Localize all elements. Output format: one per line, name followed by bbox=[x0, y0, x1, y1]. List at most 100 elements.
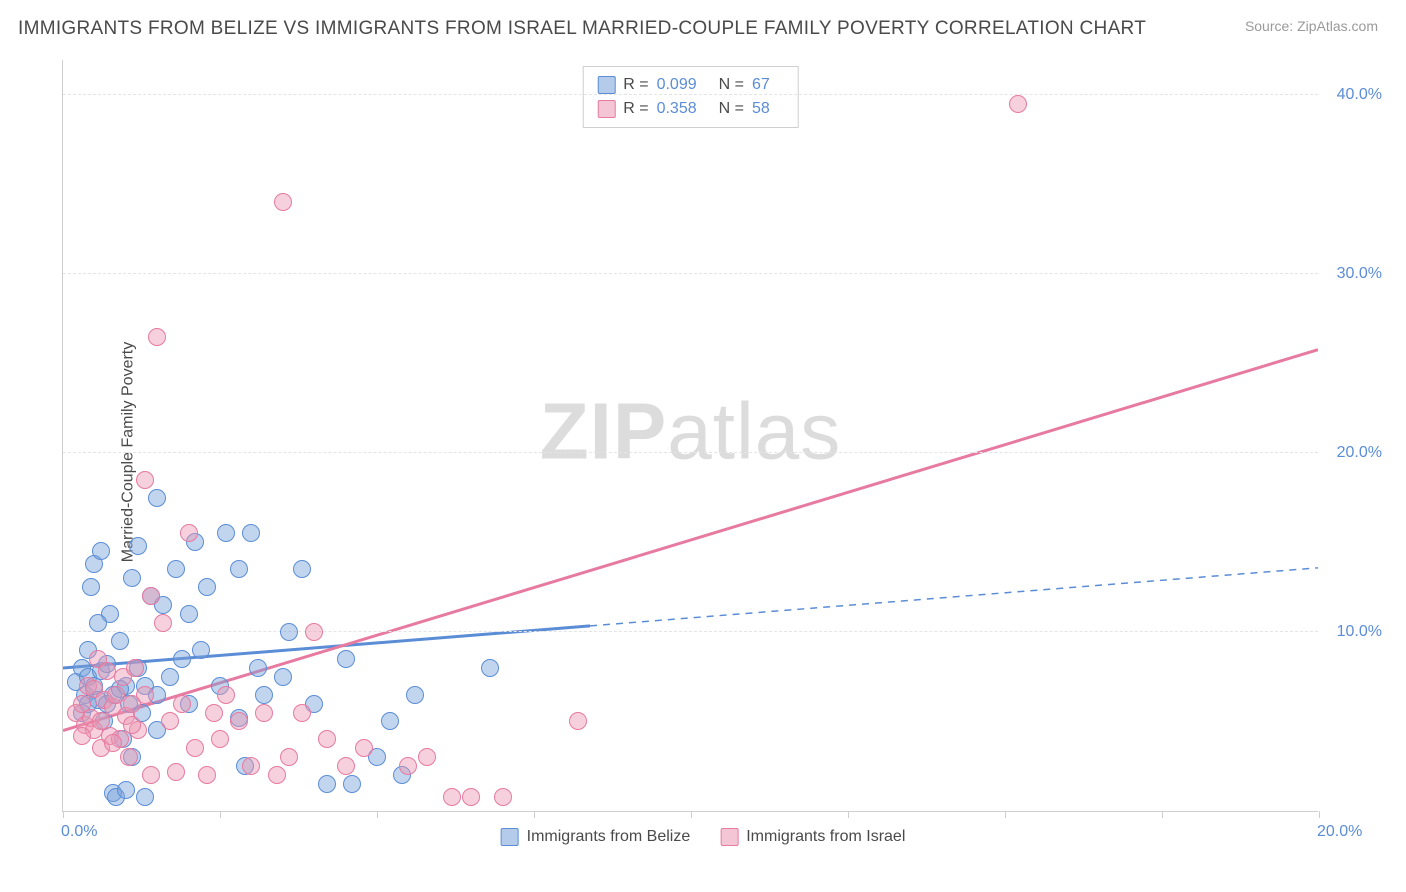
data-point bbox=[399, 757, 417, 775]
data-point bbox=[82, 578, 100, 596]
data-point bbox=[148, 328, 166, 346]
data-point bbox=[92, 542, 110, 560]
data-point bbox=[355, 739, 373, 757]
data-point bbox=[198, 578, 216, 596]
data-point bbox=[318, 775, 336, 793]
plot-area: ZIPatlas R = 0.099 N = 67 R = 0.358 N = … bbox=[62, 60, 1318, 812]
n-value-israel: 58 bbox=[752, 97, 770, 121]
data-point bbox=[142, 587, 160, 605]
data-point bbox=[268, 766, 286, 784]
x-tick-label: 20.0% bbox=[1317, 823, 1362, 841]
x-tick bbox=[534, 811, 535, 818]
data-point bbox=[167, 763, 185, 781]
trendlines-svg bbox=[63, 60, 1318, 811]
data-point bbox=[205, 704, 223, 722]
data-point bbox=[481, 659, 499, 677]
data-point bbox=[161, 668, 179, 686]
data-point bbox=[569, 712, 587, 730]
data-point bbox=[337, 650, 355, 668]
trendline-dashed bbox=[590, 568, 1318, 626]
watermark-light: atlas bbox=[667, 386, 841, 475]
data-point bbox=[462, 788, 480, 806]
data-point bbox=[217, 524, 235, 542]
data-point bbox=[217, 686, 235, 704]
data-point bbox=[180, 524, 198, 542]
data-point bbox=[173, 695, 191, 713]
data-point bbox=[73, 727, 91, 745]
x-tick bbox=[63, 811, 64, 818]
gridline bbox=[63, 273, 1318, 274]
swatch-belize-icon bbox=[597, 76, 615, 94]
data-point bbox=[274, 668, 292, 686]
data-point bbox=[242, 524, 260, 542]
gridline bbox=[63, 452, 1318, 453]
data-point bbox=[126, 659, 144, 677]
watermark-bold: ZIP bbox=[540, 386, 667, 475]
x-tick bbox=[1162, 811, 1163, 818]
data-point bbox=[111, 632, 129, 650]
chart-container: Married-Couple Family Poverty ZIPatlas R… bbox=[18, 52, 1388, 852]
data-point bbox=[173, 650, 191, 668]
gridline bbox=[63, 94, 1318, 95]
y-tick-label: 40.0% bbox=[1337, 86, 1382, 104]
chart-title: IMMIGRANTS FROM BELIZE VS IMMIGRANTS FRO… bbox=[18, 18, 1146, 40]
x-tick bbox=[691, 811, 692, 818]
data-point bbox=[198, 766, 216, 784]
data-point bbox=[192, 641, 210, 659]
data-point bbox=[318, 730, 336, 748]
swatch-israel-icon bbox=[720, 828, 738, 846]
data-point bbox=[249, 659, 267, 677]
x-tick bbox=[377, 811, 378, 818]
data-point bbox=[494, 788, 512, 806]
swatch-belize-icon bbox=[501, 828, 519, 846]
gridline bbox=[63, 631, 1318, 632]
swatch-israel-icon bbox=[597, 100, 615, 118]
data-point bbox=[293, 560, 311, 578]
data-point bbox=[381, 712, 399, 730]
data-point bbox=[242, 757, 260, 775]
r-value-israel: 0.358 bbox=[657, 97, 697, 121]
data-point bbox=[136, 686, 154, 704]
data-point bbox=[406, 686, 424, 704]
data-point bbox=[230, 712, 248, 730]
data-point bbox=[343, 775, 361, 793]
watermark: ZIPatlas bbox=[540, 385, 841, 477]
data-point bbox=[305, 623, 323, 641]
data-point bbox=[418, 748, 436, 766]
x-tick-label: 0.0% bbox=[61, 823, 97, 841]
y-tick-label: 20.0% bbox=[1337, 444, 1382, 462]
data-point bbox=[280, 623, 298, 641]
n-label: N = bbox=[719, 97, 744, 121]
x-tick bbox=[220, 811, 221, 818]
data-point bbox=[148, 489, 166, 507]
y-tick-label: 10.0% bbox=[1337, 623, 1382, 641]
legend-label-israel: Immigrants from Israel bbox=[746, 828, 905, 846]
legend-label-belize: Immigrants from Belize bbox=[527, 828, 691, 846]
x-tick bbox=[1005, 811, 1006, 818]
data-point bbox=[280, 748, 298, 766]
data-point bbox=[167, 560, 185, 578]
data-point bbox=[211, 730, 229, 748]
data-point bbox=[180, 605, 198, 623]
data-point bbox=[129, 537, 147, 555]
legend-item-belize: Immigrants from Belize bbox=[501, 828, 691, 846]
data-point bbox=[255, 704, 273, 722]
data-point bbox=[161, 712, 179, 730]
data-point bbox=[186, 739, 204, 757]
r-label: R = bbox=[623, 97, 648, 121]
data-point bbox=[443, 788, 461, 806]
data-point bbox=[293, 704, 311, 722]
data-point bbox=[120, 748, 138, 766]
data-point bbox=[136, 788, 154, 806]
y-tick-label: 30.0% bbox=[1337, 265, 1382, 283]
data-point bbox=[142, 766, 160, 784]
data-point bbox=[123, 569, 141, 587]
data-point bbox=[154, 614, 172, 632]
legend-correlation: R = 0.099 N = 67 R = 0.358 N = 58 bbox=[582, 66, 799, 128]
data-point bbox=[123, 716, 141, 734]
data-point bbox=[117, 781, 135, 799]
legend-item-israel: Immigrants from Israel bbox=[720, 828, 905, 846]
data-point bbox=[1009, 95, 1027, 113]
data-point bbox=[274, 193, 292, 211]
data-point bbox=[89, 614, 107, 632]
